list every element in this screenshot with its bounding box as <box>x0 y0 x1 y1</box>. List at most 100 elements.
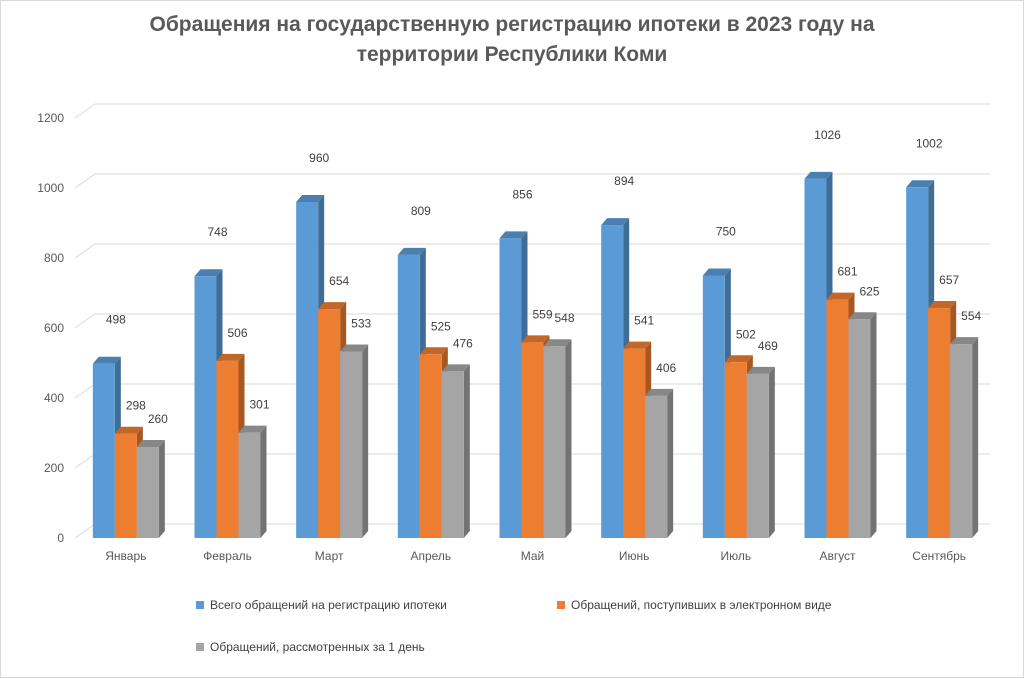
legend-label-one-day: Обращений, рассмотренных за 1 день <box>210 640 425 654</box>
x-tick-label: Сентябрь <box>912 549 966 563</box>
y-tick-label: 400 <box>44 391 64 405</box>
bar <box>543 346 566 538</box>
data-label: 894 <box>614 174 634 188</box>
y-tick-label: 1000 <box>37 181 64 195</box>
bar <box>950 344 973 538</box>
bar <box>601 225 624 538</box>
bar <box>397 254 420 538</box>
data-label: 476 <box>453 336 473 350</box>
bar-side <box>972 337 979 538</box>
bar-top <box>499 231 528 239</box>
x-tick-label: Февраль <box>203 549 252 563</box>
legend-swatch-one-day <box>196 643 204 651</box>
data-label: 750 <box>716 225 736 239</box>
bar-side <box>362 344 369 538</box>
data-label: 1026 <box>814 128 841 142</box>
legend-item-one-day: Обращений, рассмотренных за 1 день <box>196 640 425 654</box>
legend-label-electronic: Обращений, поступивших в электронном вид… <box>571 598 832 612</box>
data-label: 809 <box>411 204 431 218</box>
gridline-depth <box>74 453 96 469</box>
data-label: 748 <box>207 225 227 239</box>
data-label: 625 <box>859 284 879 298</box>
bar <box>318 309 341 538</box>
bar-top <box>136 440 165 447</box>
data-label: 559 <box>532 307 552 321</box>
x-tick-label: Март <box>315 549 344 563</box>
bar-top <box>114 426 143 434</box>
chart-title-line-1: Обращения на государственную регистрацию… <box>149 13 875 36</box>
bar <box>623 348 646 538</box>
data-label: 960 <box>309 151 329 165</box>
data-label: 654 <box>329 274 349 288</box>
bar-top <box>746 366 775 374</box>
gridline-depth <box>74 103 96 119</box>
bar-top <box>194 269 223 277</box>
bar-top <box>702 268 731 276</box>
data-label: 469 <box>758 339 778 353</box>
y-tick-label: 600 <box>44 321 64 335</box>
bar-side <box>870 312 877 538</box>
bar <box>194 276 217 538</box>
bar-side <box>463 364 470 538</box>
bar-top <box>645 388 674 396</box>
legend-item-total: Всего обращений на регистрацию ипотеки <box>196 598 447 612</box>
data-label: 533 <box>351 316 371 330</box>
data-label: 406 <box>656 361 676 375</box>
bar-side <box>667 388 674 538</box>
data-label: 554 <box>961 309 981 323</box>
bar <box>906 187 929 539</box>
bar <box>645 395 668 538</box>
x-tick-label: Август <box>819 549 856 563</box>
legend-label-total: Всего обращений на регистрацию ипотеки <box>210 598 447 612</box>
bar-top <box>950 337 979 345</box>
bar <box>746 373 769 538</box>
bar-top <box>441 364 470 372</box>
gridline-depth <box>74 383 96 399</box>
bar <box>92 363 115 538</box>
bar <box>136 447 159 538</box>
bar-top <box>521 335 550 343</box>
bar-top <box>397 247 426 255</box>
bar-top <box>296 195 325 202</box>
bar <box>238 432 261 538</box>
x-tick-label: Май <box>521 549 545 563</box>
bar-top <box>848 312 877 320</box>
bar <box>114 433 137 538</box>
data-label: 856 <box>512 187 532 201</box>
x-tick-label: Апрель <box>410 549 451 563</box>
bar-top <box>623 341 652 349</box>
y-tick-label: 200 <box>44 461 64 475</box>
bar <box>296 202 319 538</box>
legend-item-electronic: Обращений, поступивших в электронном вид… <box>557 598 831 612</box>
bar <box>216 360 239 538</box>
gridline-depth <box>74 173 96 189</box>
bar <box>340 351 363 538</box>
bar <box>702 275 725 538</box>
data-label: 541 <box>634 314 654 328</box>
y-tick-label: 800 <box>44 251 64 265</box>
data-label: 548 <box>554 311 574 325</box>
bar-top <box>340 344 369 352</box>
bar-top <box>906 180 935 188</box>
gridline-depth <box>74 523 96 539</box>
bar <box>928 308 951 538</box>
data-label: 298 <box>126 399 146 413</box>
bar-top <box>826 292 855 300</box>
bar-top <box>419 347 448 355</box>
chart-title: Обращения на государственную регистрацию… <box>0 10 1024 70</box>
legend-swatch-electronic <box>557 601 565 609</box>
bar-side <box>768 366 775 538</box>
bar-top <box>804 171 833 179</box>
bar <box>499 238 522 538</box>
x-tick-label: Январь <box>105 549 146 563</box>
bar <box>804 178 827 538</box>
y-tick-label: 1200 <box>37 111 64 125</box>
bar-top <box>724 355 753 363</box>
data-label: 1002 <box>916 136 943 150</box>
bar-top <box>216 353 245 361</box>
data-label: 498 <box>106 313 126 327</box>
bar-top <box>601 218 630 226</box>
bar-top <box>92 356 121 364</box>
bar-side <box>158 440 165 538</box>
bar <box>521 342 544 538</box>
